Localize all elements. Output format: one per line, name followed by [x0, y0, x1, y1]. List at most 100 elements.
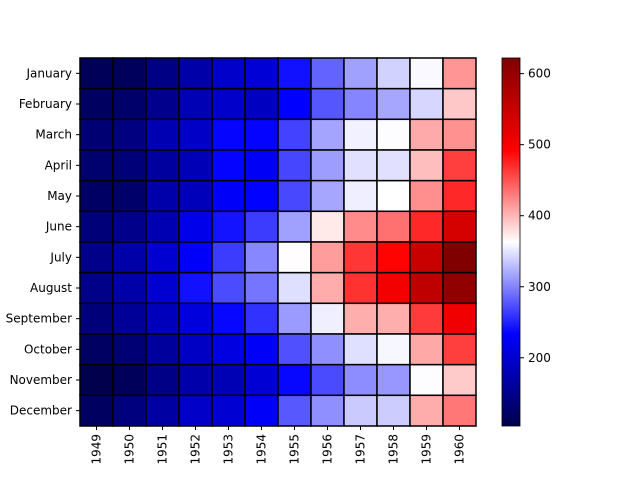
heatmap-cell: [277, 149, 312, 182]
colorbar: 200 300 400 500 600: [501, 57, 551, 427]
y-tick-label: February: [19, 97, 72, 111]
heatmap-cell: [79, 118, 114, 151]
heatmap-cell: [244, 118, 279, 151]
x-tick-label: 1950: [123, 434, 137, 465]
heatmap-cell: [178, 394, 213, 427]
heatmap-cell: [277, 179, 312, 213]
heatmap-cell: [79, 179, 114, 213]
x-tick-label: 1957: [354, 434, 368, 465]
heatmap-cell: [244, 179, 279, 213]
heatmap-cell: [211, 394, 246, 427]
heatmap-cell: [145, 179, 180, 213]
heatmap-cell: [442, 302, 477, 335]
heatmap-cell: [409, 118, 444, 151]
heatmap-cell: [310, 149, 345, 182]
colorbar-frame: [501, 57, 521, 427]
heatmap-cell: [376, 271, 411, 305]
heatmap-cell: [211, 271, 246, 305]
heatmap-cell: [145, 333, 180, 366]
y-tick-label: January: [26, 66, 73, 80]
heatmap-cell: [178, 333, 213, 366]
colorbar-tick-label: 400: [528, 209, 551, 223]
heatmap-cell: [178, 363, 213, 397]
heatmap-cell: [112, 333, 147, 366]
heatmap-cell: [277, 394, 312, 427]
x-tick-label: 1956: [321, 434, 335, 465]
heatmap-cell: [244, 302, 279, 335]
heatmap-cell: [211, 118, 246, 151]
heatmap-cell: [112, 302, 147, 335]
heatmap-cell: [112, 149, 147, 182]
heatmap-cell: [442, 333, 477, 366]
heatmap-cell: [112, 57, 147, 90]
heatmap-cell: [310, 271, 345, 305]
y-tick-label: April: [45, 158, 72, 172]
heatmap-cell: [310, 210, 345, 243]
heatmap-cell: [343, 149, 378, 182]
heatmap-cell: [277, 87, 312, 121]
heatmap-cell: [343, 302, 378, 335]
heatmap-cell: [343, 394, 378, 427]
heatmap-cell: [145, 363, 180, 397]
heatmap-cell: [211, 87, 246, 121]
heatmap-cell: [244, 57, 279, 90]
heatmap-cell: [343, 179, 378, 213]
heatmap-cell: [145, 149, 180, 182]
heatmap-cell: [409, 363, 444, 397]
heatmap-cell: [310, 57, 345, 90]
heatmap-cell: [79, 363, 114, 397]
heatmap-cell: [409, 179, 444, 213]
y-tick-label: August: [30, 281, 72, 295]
heatmap-cell: [244, 363, 279, 397]
heatmap-cell: [277, 210, 312, 243]
heatmap-cell: [343, 87, 378, 121]
heatmap-cell: [277, 241, 312, 274]
heatmap-cell: [277, 118, 312, 151]
x-tick-label: 1949: [90, 434, 104, 465]
heatmap-cell: [178, 179, 213, 213]
heatmap-cell: [277, 363, 312, 397]
heatmap-cell: [178, 302, 213, 335]
heatmap-cell: [310, 333, 345, 366]
heatmap-cell: [211, 149, 246, 182]
heatmap-cell: [244, 210, 279, 243]
heatmap-cell: [178, 149, 213, 182]
heatmap-cell: [178, 57, 213, 90]
heatmap-cell: [376, 333, 411, 366]
x-tick-label: 1954: [255, 434, 269, 465]
heatmap-cell: [112, 87, 147, 121]
heatmap-cell: [211, 363, 246, 397]
heatmap-cell: [376, 57, 411, 90]
heatmap-cell: [79, 271, 114, 305]
colorbar-tick-label: 600: [528, 67, 551, 81]
colorbar-tick-label: 200: [528, 351, 551, 365]
heatmap-cell: [79, 241, 114, 274]
heatmap-cell: [376, 179, 411, 213]
heatmap-cell: [442, 241, 477, 274]
heatmap-cell: [112, 394, 147, 427]
heatmap-cell: [211, 57, 246, 90]
heatmap-cell: [376, 241, 411, 274]
heatmap-cell: [442, 118, 477, 151]
heatmap-cell: [178, 118, 213, 151]
heatmap-cell: [79, 333, 114, 366]
heatmap-cell: [442, 210, 477, 243]
heatmap-cell: [145, 57, 180, 90]
heatmap-cell: [409, 241, 444, 274]
heatmap-cell: [409, 394, 444, 427]
y-tick-label: May: [47, 189, 72, 203]
heatmap-cell: [442, 271, 477, 305]
heatmap-cell: [112, 241, 147, 274]
heatmap-cell: [277, 333, 312, 366]
heatmap-cell: [343, 210, 378, 243]
heatmap-cell: [442, 363, 477, 397]
heatmap-cell: [310, 302, 345, 335]
heatmap-cell: [178, 271, 213, 305]
heatmap-cell: [310, 394, 345, 427]
heatmap-cell: [211, 210, 246, 243]
heatmap-cell: [277, 302, 312, 335]
heatmap-cell: [310, 241, 345, 274]
heatmap-cell: [376, 394, 411, 427]
colorbar-tick-label: 500: [528, 138, 551, 152]
x-tick-label: 1958: [387, 434, 401, 465]
